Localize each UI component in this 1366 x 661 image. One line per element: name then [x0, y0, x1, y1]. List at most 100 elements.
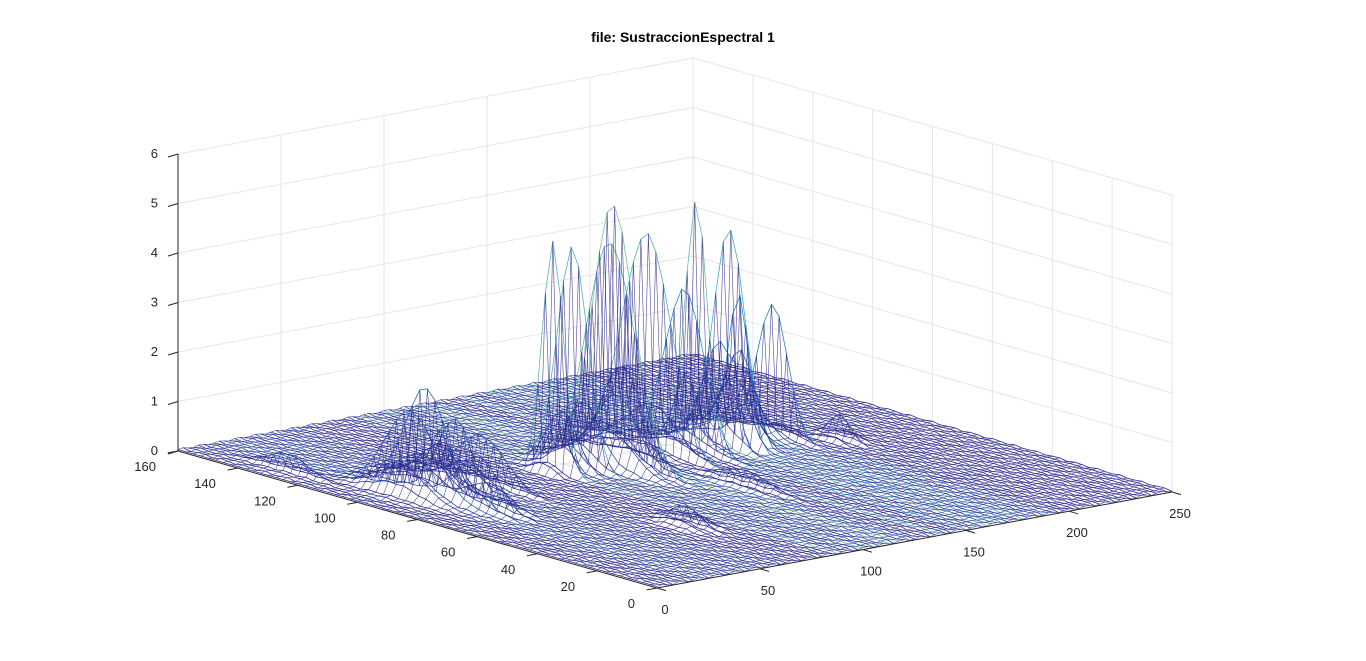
mesh-line-y: [634, 484, 1150, 581]
mesh-line-y: [492, 443, 1008, 540]
x-tick-label: 200: [1066, 525, 1088, 540]
y-tick-mark: [407, 519, 418, 522]
mesh-line-y: [439, 427, 956, 525]
y-tick-mark: [347, 501, 358, 505]
mesh-line-y: [297, 387, 813, 485]
mesh-line-y: [597, 473, 1113, 570]
mesh-line-x: [667, 357, 1147, 496]
mesh-line-y: [432, 426, 948, 523]
y-tick-label: 0: [628, 596, 635, 611]
mesh-line-y: [484, 441, 1000, 538]
grid-line: [692, 107, 1173, 245]
y-tick-label: 140: [194, 476, 216, 491]
mesh-line-y: [447, 431, 963, 527]
x-tick-label: 50: [761, 583, 775, 598]
mesh-line-y: [402, 333, 918, 514]
grid-line: [692, 305, 1173, 443]
y-tick-mark: [227, 467, 238, 471]
chart-title: file: SustraccionEspectral 1: [591, 29, 775, 45]
z-tick-label: 1: [151, 394, 158, 409]
mesh-line-y: [627, 480, 1143, 579]
mesh-line-y: [192, 357, 709, 455]
mesh-line-y: [641, 485, 1158, 583]
mesh-line-y: [589, 471, 1105, 568]
mesh-line-y: [537, 455, 1053, 553]
mesh-line-y: [312, 391, 828, 489]
surface-mesh: [177, 202, 1173, 587]
mesh-line-y: [604, 474, 1120, 572]
z-tick-mark: [167, 153, 179, 158]
x-axis-line: [656, 491, 1173, 589]
mesh-line-y: [552, 461, 1068, 557]
mesh-line-y: [282, 383, 798, 480]
y-tick-label: 120: [254, 493, 276, 508]
y-tick-mark: [586, 570, 598, 574]
y-tick-mark: [467, 536, 478, 539]
mesh-line-y: [612, 477, 1128, 574]
z-tick-mark: [167, 351, 179, 356]
z-tick-label: 0: [151, 443, 158, 458]
z-tick-mark: [167, 252, 179, 257]
mesh-line-y: [342, 295, 858, 497]
mesh-line-y: [649, 487, 1165, 585]
axis-ticks: 0501001502002500204060801001201401600123…: [134, 146, 1191, 617]
grid-line: [177, 107, 694, 204]
x-tick-label: 100: [860, 564, 882, 579]
z-tick-label: 3: [151, 295, 158, 310]
mesh-line-y: [522, 450, 1038, 549]
grid-line: [357, 405, 873, 503]
z-tick-label: 5: [151, 196, 158, 211]
y-tick-mark: [646, 587, 658, 591]
mesh-line-y: [350, 261, 866, 499]
z-tick-mark: [167, 401, 179, 405]
x-tick-mark: [759, 568, 770, 572]
grid-line: [692, 206, 1173, 344]
x-tick-mark: [862, 549, 873, 553]
mesh-line-y: [514, 449, 1030, 547]
mesh-line-y: [574, 467, 1090, 564]
z-tick-label: 4: [151, 245, 158, 260]
x-tick-mark: [965, 529, 976, 534]
mesh-line-y: [417, 406, 933, 519]
mesh-line-y: [656, 491, 1173, 587]
mesh-line-y: [469, 437, 985, 534]
grid-line: [177, 156, 694, 254]
x-tick-label: 150: [963, 544, 985, 559]
mesh-line-y: [230, 367, 746, 465]
x-tick-mark: [1171, 491, 1182, 496]
mesh-line-y: [507, 447, 1023, 544]
z-tick-label: 2: [151, 344, 158, 359]
mesh-line-x: [656, 360, 1137, 499]
mesh-line-y: [544, 457, 1060, 555]
mesh-line-y: [477, 438, 993, 536]
x-tick-label: 250: [1169, 506, 1191, 521]
grid-line: [417, 423, 933, 520]
grid-line: [477, 440, 993, 538]
mesh-line-y: [290, 384, 806, 482]
grid-line: [692, 57, 1173, 196]
mesh-line-y: [185, 354, 701, 452]
grid-line: [177, 305, 694, 402]
grid-line: [692, 156, 1173, 295]
y-tick-label: 160: [134, 459, 156, 474]
mesh-line-y: [260, 377, 776, 474]
mesh-line-y: [380, 231, 896, 508]
mesh-line-y: [582, 468, 1098, 566]
mesh-line-y: [177, 353, 694, 450]
x-tick-label: 0: [661, 602, 668, 617]
y-tick-label: 40: [501, 562, 515, 577]
y-tick-label: 60: [441, 545, 455, 560]
mesh-line-y: [499, 444, 1015, 542]
mesh-line-y: [619, 479, 1135, 577]
mesh-line-y: [409, 372, 926, 517]
mesh-line-y: [559, 461, 1075, 559]
mesh-line-y: [245, 372, 761, 470]
mesh-line-y: [454, 432, 970, 529]
z-tick-label: 6: [151, 146, 158, 161]
mesh-line-y: [357, 238, 873, 502]
mesh-line-y: [364, 202, 881, 504]
y-tick-label: 100: [314, 510, 336, 525]
x-tick-mark: [1068, 510, 1079, 515]
mesh-line-y: [275, 381, 791, 478]
